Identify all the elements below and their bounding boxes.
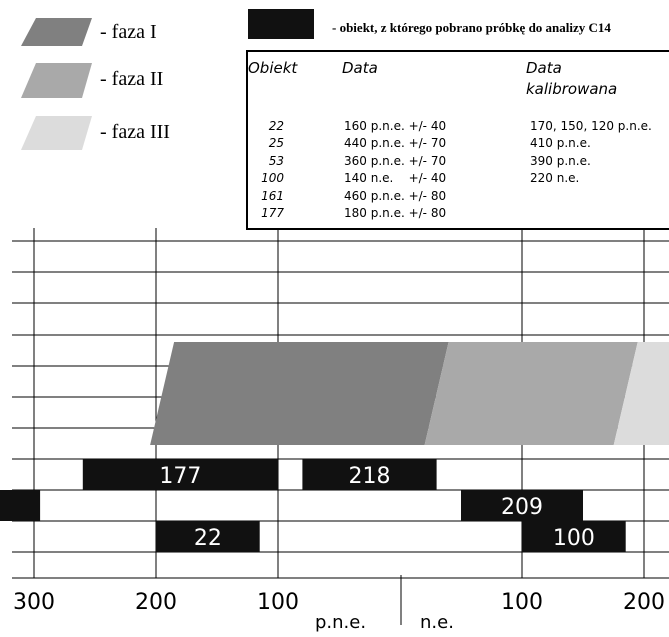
table-cell-date: 440 p.n.e. +/- 70 [344, 136, 447, 151]
table-cell-calibrated: 390 p.n.e. [530, 153, 591, 168]
table-cell-date: 180 p.n.e. +/- 80 [344, 206, 447, 220]
table-cell-object: 53 [268, 153, 284, 168]
c14-dates-table: Obiekt Data Data kalibrowana 22 160 p.n.e… [246, 50, 669, 230]
axis-tick-label: 300 [13, 590, 55, 615]
phase-bands [150, 342, 669, 445]
axis-tick-label: 200 [623, 590, 665, 615]
object-box [0, 490, 41, 521]
table-cell-calibrated: 170, 150, 120 p.n.e. [530, 119, 652, 133]
table-cell-date: 140 n.e. +/- 40 [344, 171, 447, 186]
object-box [302, 459, 437, 490]
legend-label-faza-2: - faza II [100, 68, 163, 90]
object-box [461, 490, 583, 521]
table-cell-object: 25 [268, 136, 284, 151]
table-cell-date: 460 p.n.e. +/- 80 [344, 188, 447, 203]
object-box [82, 459, 278, 490]
object-label: 209 [501, 495, 543, 520]
table-cell-object: 100 [261, 171, 284, 186]
object-label: 177 [159, 464, 201, 489]
object-boxes: 161177218532092522100 [0, 459, 626, 552]
time-axis: p.n.e. n.e. [315, 575, 454, 633]
axis-era-ad: n.e. [420, 612, 454, 633]
table-cell-date: 360 p.n.e. +/- 70 [344, 153, 447, 168]
phase-band-3 [613, 342, 669, 445]
table-cell-calibrated: 410 p.n.e. [530, 136, 591, 151]
table-cell-object: 161 [261, 188, 284, 203]
table-header-object: Obiekt [248, 59, 298, 77]
table-cell-object: 177 [261, 206, 284, 220]
object-label: 100 [553, 526, 595, 551]
legend-label-faza-3: - faza III [100, 121, 170, 143]
legend-swatch-faza-3 [21, 116, 92, 150]
axis-tick-label: 100 [257, 590, 299, 615]
table-header-calibrated: Data kalibrowana [526, 59, 618, 98]
legend-swatch-faza-1 [21, 18, 92, 46]
legend-swatch-sample [248, 9, 314, 39]
phase-band-2 [424, 342, 638, 445]
object-box [156, 521, 260, 552]
grid: 500400300200100100200300400 [12, 228, 669, 615]
table-cell-calibrated: 220 n.e. [530, 171, 580, 186]
object-label: 218 [349, 464, 391, 489]
phase-band-1 [150, 342, 449, 445]
table-cell-date: 160 p.n.e. +/- 40 [344, 119, 447, 133]
legend: - faza I - faza II - faza III - obiekt, … [21, 9, 611, 150]
axis-tick-label: 200 [135, 590, 177, 615]
axis-tick-label: 100 [501, 590, 543, 615]
object-label: 22 [194, 526, 222, 551]
table-header-date: Data [342, 59, 378, 77]
table-cell-object: 22 [268, 119, 284, 133]
legend-swatch-faza-2 [21, 63, 92, 98]
object-box [522, 521, 626, 552]
legend-label-faza-1: - faza I [100, 21, 157, 43]
axis-era-bc: p.n.e. [315, 612, 366, 633]
legend-label-sample: - obiekt, z którego pobrano próbkę do an… [332, 20, 611, 35]
